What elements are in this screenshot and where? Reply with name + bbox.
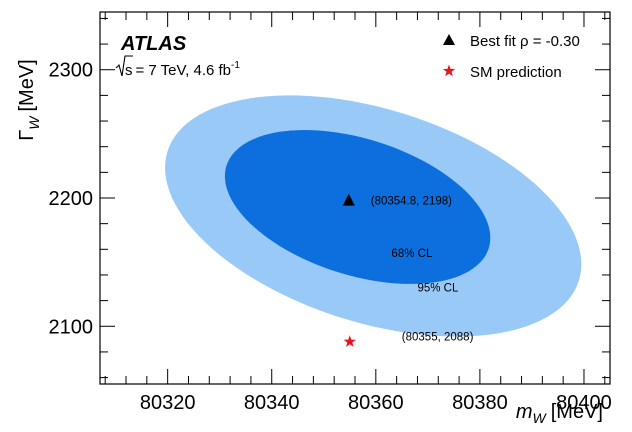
y-axis-title: ΓW[MeV] bbox=[16, 59, 42, 140]
x-axis-title: mW [MeV] bbox=[516, 401, 603, 426]
legend-best-fit-label: Best fit ρ = -0.30 bbox=[470, 33, 580, 50]
contour-68-cl bbox=[224, 130, 491, 284]
x-tick-label: 80320 bbox=[140, 392, 196, 414]
energy-value: = 7 TeV, 4.6 fb bbox=[136, 62, 232, 79]
marker-layer bbox=[342, 193, 356, 347]
contour-label-95: 95% CL bbox=[417, 283, 459, 295]
sm-prediction-marker bbox=[343, 335, 356, 347]
contour-label-68: 68% CL bbox=[391, 248, 433, 260]
legend-sm-label: SM prediction bbox=[470, 64, 562, 81]
tick-layer bbox=[100, 12, 610, 384]
x-tick-label: 80380 bbox=[452, 392, 508, 414]
svg-text:s= 7 TeV, 4.6 fb-1: s = 7 TeV, 4.6 fb-1 bbox=[125, 60, 240, 79]
label-layer: 80320 80340 80360 80380 80400 2100 2200 2300 95%… bbox=[49, 60, 612, 414]
energy-symbol: s bbox=[125, 62, 133, 79]
luminosity-exponent: -1 bbox=[231, 60, 240, 71]
x-tick-label: 80400 bbox=[556, 392, 612, 414]
x-tick-label: 80360 bbox=[348, 392, 404, 414]
best-fit-label: (80354.8, 2198) bbox=[371, 196, 452, 208]
experiment-label: ATLAS bbox=[120, 33, 187, 55]
y-tick-label: 2100 bbox=[49, 316, 94, 338]
contour-layer bbox=[165, 95, 582, 337]
x-tick-label: 80340 bbox=[244, 392, 300, 414]
legend-best-fit-marker bbox=[443, 34, 455, 45]
sm-prediction-label: (80355, 2088) bbox=[402, 332, 474, 344]
sqrt-symbol bbox=[115, 55, 133, 77]
y-tick-label: 2200 bbox=[49, 188, 94, 210]
y-tick-label: 2300 bbox=[49, 60, 94, 82]
legend: Best fit ρ = -0.30 SM prediction bbox=[442, 33, 580, 81]
best-fit-marker bbox=[342, 193, 355, 206]
energy-label: s = 7 TeV, 4.6 fb-1 bbox=[115, 55, 240, 79]
legend-sm-marker bbox=[442, 64, 456, 77]
